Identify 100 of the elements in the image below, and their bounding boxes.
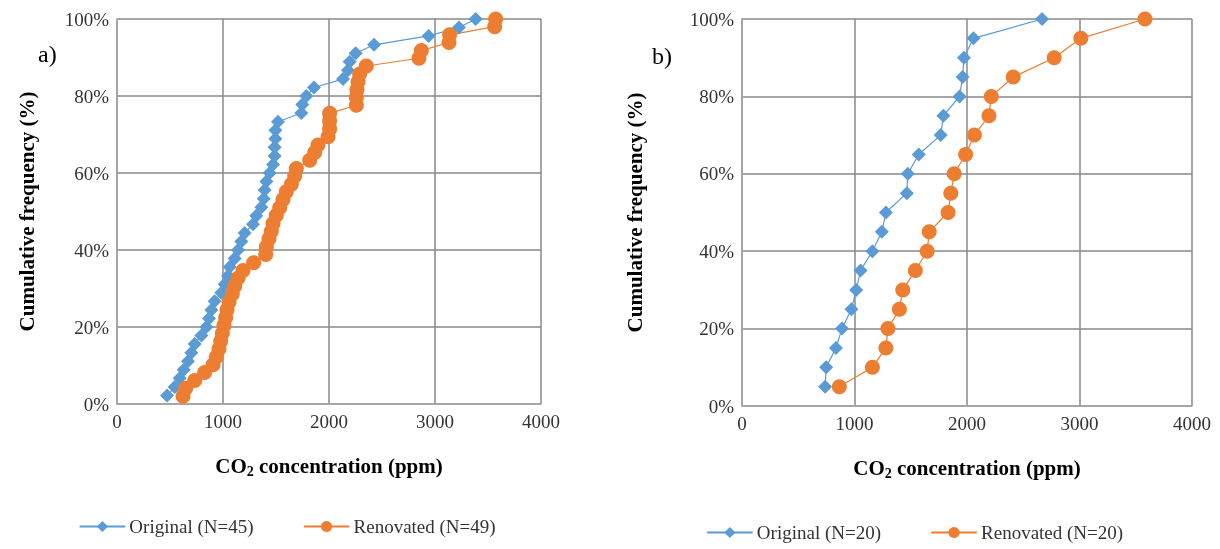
y-tick-label: 0%	[83, 393, 110, 415]
point	[421, 28, 436, 43]
point	[933, 128, 948, 143]
point	[262, 166, 277, 180]
x-tick-label: 3000	[1060, 413, 1099, 434]
point	[952, 89, 967, 104]
point	[246, 255, 262, 271]
x-tick-label: 1000	[835, 413, 874, 434]
point	[828, 340, 843, 355]
point	[249, 208, 264, 223]
point	[1046, 50, 1062, 66]
x-tick-label: 1000	[204, 411, 242, 432]
point	[204, 303, 219, 318]
y-tick-label: 100%	[689, 8, 735, 30]
point	[207, 294, 222, 309]
point	[818, 379, 833, 394]
y-tick-label: 80%	[699, 85, 735, 107]
point	[271, 114, 286, 129]
legend-label: Original (N=45)	[129, 516, 254, 538]
point	[966, 127, 982, 143]
point	[864, 359, 880, 375]
point	[222, 259, 237, 274]
point	[234, 234, 249, 249]
legend-label: Renovated (N=20)	[981, 522, 1124, 544]
text: b)	[652, 43, 672, 69]
x-axis-title: CO2 concentration (ppm)	[215, 454, 443, 479]
x-tick-label: 0	[737, 413, 747, 434]
x-tick-label: 4000	[522, 411, 560, 432]
point	[358, 58, 374, 74]
point	[899, 186, 914, 201]
point	[958, 146, 974, 162]
y-tick-label: 20%	[699, 318, 735, 340]
x-tick-label: 0	[112, 411, 122, 432]
point	[819, 360, 834, 375]
point	[919, 243, 935, 259]
point	[900, 166, 915, 181]
point	[891, 301, 907, 317]
point	[194, 328, 209, 343]
y-tick-label: 60%	[74, 162, 110, 184]
text: a)	[38, 41, 57, 67]
point	[367, 37, 382, 52]
point	[468, 12, 483, 26]
point	[895, 282, 911, 298]
point	[288, 160, 304, 176]
point	[936, 108, 951, 123]
point	[310, 137, 326, 153]
y-tick-label: 40%	[74, 239, 110, 261]
point	[1137, 11, 1153, 27]
point	[865, 244, 880, 259]
y-tick-label: 60%	[699, 163, 735, 185]
point	[956, 50, 971, 65]
y-tick-label: 20%	[74, 316, 110, 338]
point	[835, 321, 850, 336]
point	[306, 80, 321, 95]
point	[295, 97, 310, 112]
point	[227, 251, 242, 266]
point	[853, 263, 868, 278]
point	[955, 70, 970, 85]
x-axis-title: CO2 concentration (ppm)	[853, 456, 1081, 481]
point	[940, 205, 956, 220]
point	[235, 262, 251, 278]
point	[160, 388, 175, 403]
point	[878, 340, 894, 356]
point	[874, 224, 889, 239]
point	[1073, 30, 1089, 46]
point	[1035, 12, 1050, 26]
x-tick-label: 2000	[310, 411, 348, 432]
y-tick-label: 80%	[74, 85, 110, 107]
point	[983, 88, 999, 104]
legend-label: Original (N=20)	[756, 522, 882, 544]
point	[335, 72, 350, 87]
point	[946, 166, 962, 182]
point	[299, 89, 314, 103]
point	[907, 263, 923, 279]
point	[849, 282, 864, 297]
point	[878, 205, 893, 220]
point	[187, 336, 202, 351]
point	[1005, 69, 1021, 85]
point	[451, 20, 466, 35]
x-tick-label: 3000	[416, 411, 454, 432]
point	[981, 108, 997, 124]
point	[844, 302, 859, 317]
x-tick-label: 2000	[948, 413, 986, 434]
point	[348, 46, 363, 61]
point	[943, 185, 959, 201]
point	[921, 224, 937, 240]
point	[237, 226, 252, 241]
point	[831, 379, 847, 395]
point	[966, 31, 981, 46]
legend-label: Renovated (N=49)	[353, 516, 496, 538]
y-tick-label: 100%	[64, 8, 110, 30]
point	[187, 373, 203, 389]
y-axis-title: Cumulative frequency (%)	[14, 91, 39, 332]
point	[342, 54, 357, 69]
point	[176, 362, 191, 377]
y-tick-label: 40%	[699, 240, 735, 262]
y-axis-title: Cumulative frequency (%)	[622, 92, 647, 333]
point	[880, 321, 896, 337]
point	[911, 147, 926, 162]
point	[184, 345, 199, 360]
